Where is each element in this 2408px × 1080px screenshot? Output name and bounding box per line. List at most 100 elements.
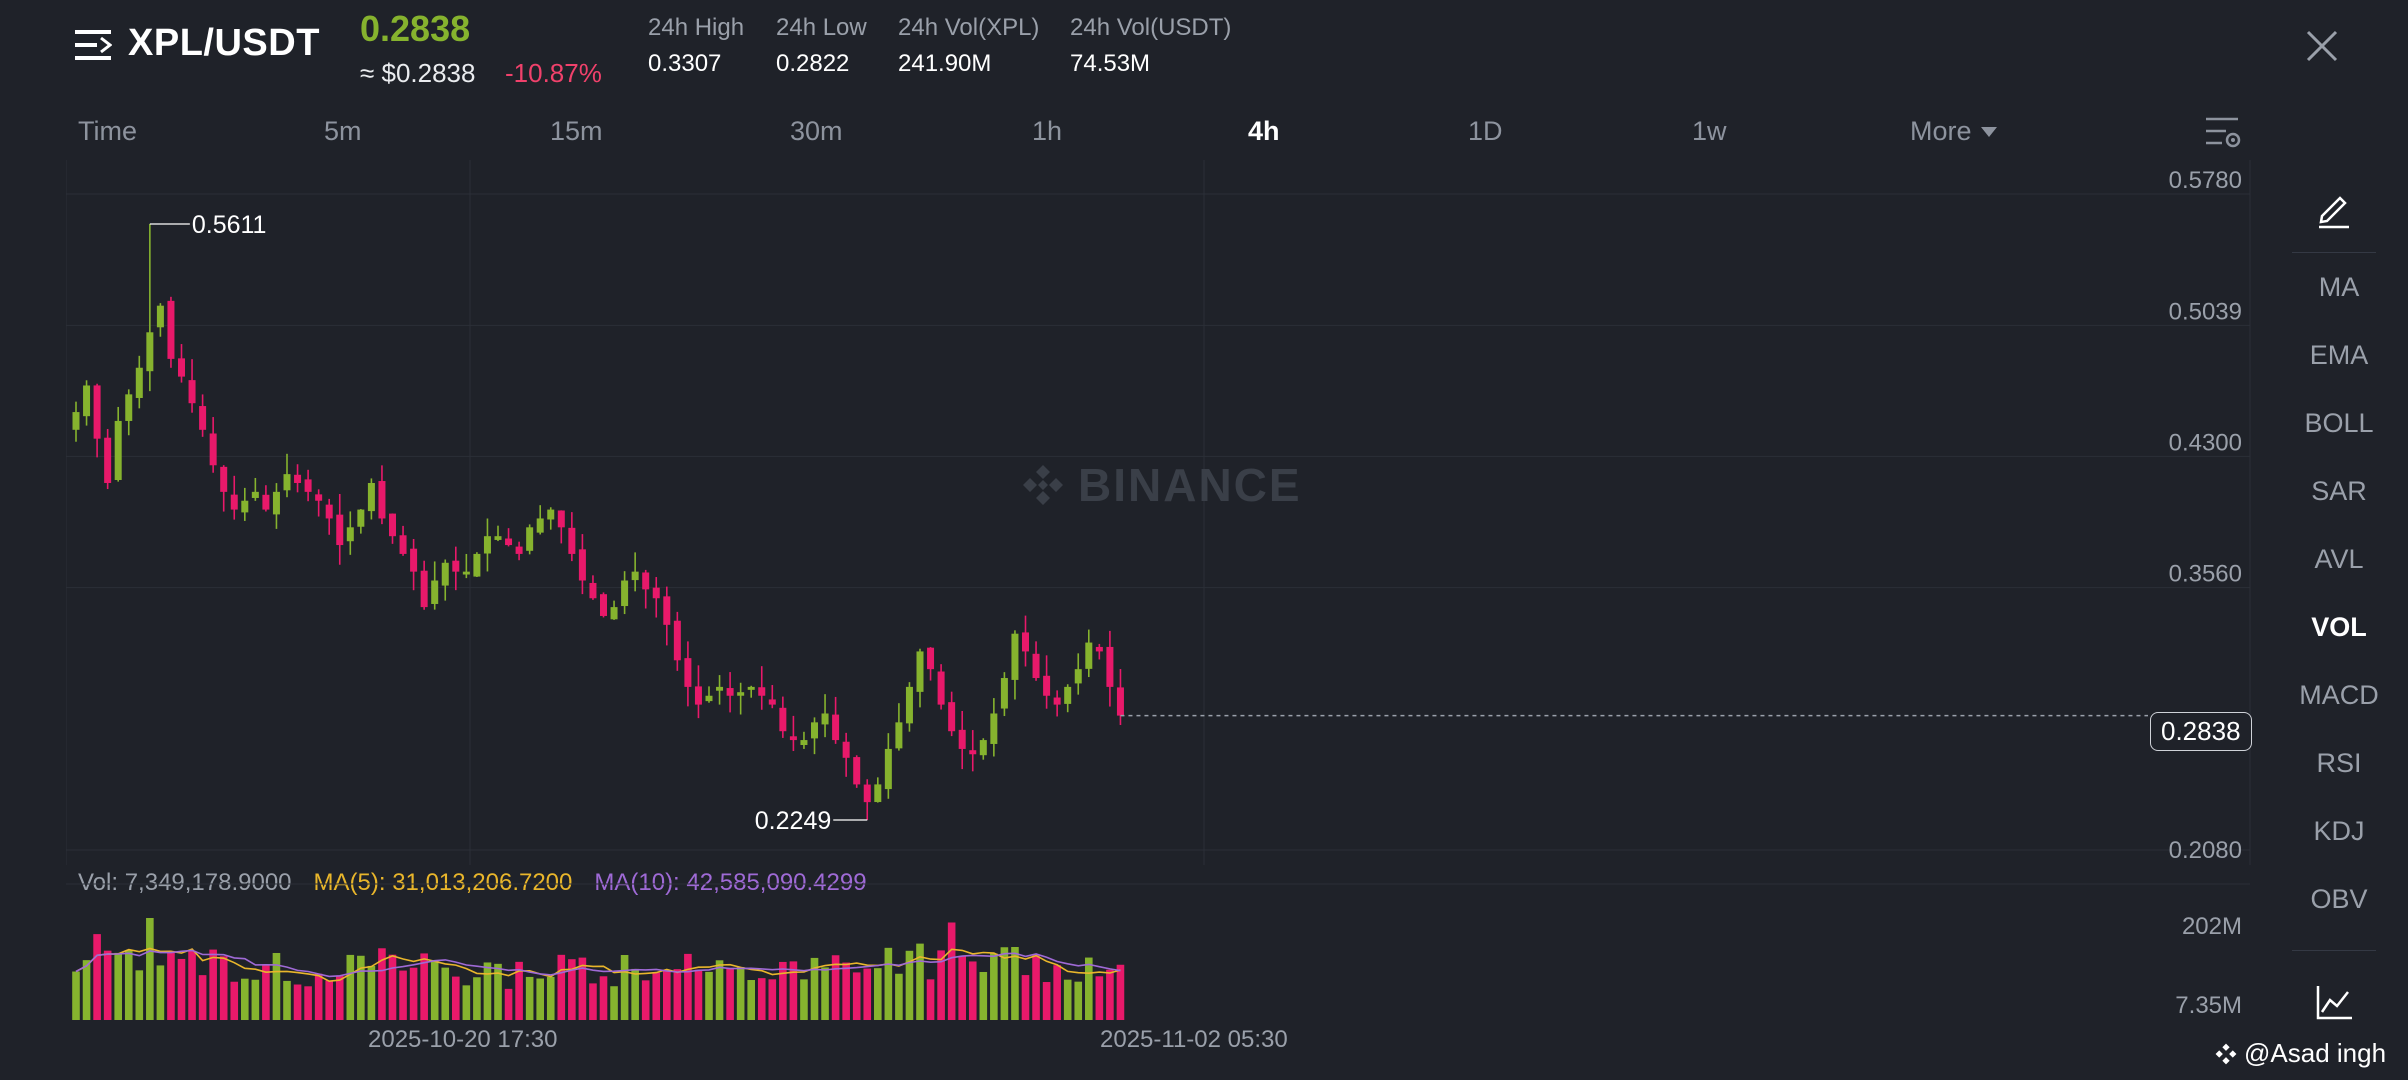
volume-bar — [905, 950, 914, 1020]
volume-bar — [188, 950, 196, 1020]
candle-body — [167, 300, 175, 359]
candle-body — [568, 527, 576, 554]
stat-value-24h-low: 0.2822 — [776, 50, 850, 77]
volume-bar — [568, 959, 576, 1020]
volume-bar — [768, 979, 777, 1020]
volume-bar — [314, 973, 323, 1020]
candle-body — [705, 695, 713, 702]
candle-body — [979, 740, 987, 756]
watermark: BINANCE — [1020, 458, 1302, 512]
candle-body — [937, 671, 945, 705]
volume-bar — [789, 961, 798, 1020]
candle-body — [1043, 675, 1051, 696]
indicator-avl[interactable]: AVL — [2314, 544, 2364, 574]
candle-body — [420, 570, 428, 608]
volume-bar — [589, 983, 597, 1020]
chart-settings-icon[interactable] — [2204, 113, 2242, 151]
volume-bar — [177, 958, 186, 1020]
volume-bar — [736, 967, 745, 1020]
indicator-ma[interactable]: MA — [2318, 272, 2360, 302]
volume-bar — [103, 950, 112, 1020]
candle-body — [958, 729, 966, 749]
volume-bar — [367, 965, 376, 1020]
volume-bar — [473, 977, 481, 1020]
volume-bar — [198, 975, 207, 1020]
volume-bar — [462, 985, 471, 1020]
pencil-draw-icon[interactable] — [2312, 186, 2356, 230]
volume-bar — [631, 968, 639, 1020]
volume-bar — [114, 952, 122, 1020]
tab-4h[interactable]: 4h — [1248, 116, 1280, 146]
tab-15m[interactable]: 15m — [550, 116, 603, 146]
volume-bar — [241, 978, 249, 1020]
volume-chart[interactable]: 202M 7.35M — [66, 880, 2256, 1020]
volume-bar — [757, 978, 766, 1020]
candle-body — [357, 509, 365, 527]
volume-bar — [335, 975, 344, 1020]
tab-1w[interactable]: 1w — [1692, 116, 1727, 146]
candle-body — [990, 713, 998, 744]
candle-body — [905, 686, 913, 724]
candle-body — [726, 688, 734, 696]
tab-1h[interactable]: 1h — [1032, 116, 1063, 146]
candle-body — [294, 474, 302, 483]
candle-body — [336, 514, 344, 546]
tab-30m[interactable]: 30m — [790, 116, 843, 146]
volume-bar — [536, 978, 544, 1020]
volume-bar — [947, 922, 956, 1020]
tab-5m[interactable]: 5m — [324, 116, 362, 146]
volume-bar — [895, 973, 903, 1020]
pair-title[interactable]: XPL/USDT — [128, 22, 320, 64]
candle-body — [315, 494, 323, 501]
indicator-ema[interactable]: EMA — [2309, 340, 2369, 370]
candle-body — [547, 509, 555, 520]
line-chart-icon[interactable] — [2312, 980, 2356, 1024]
indicator-boll[interactable]: BOLL — [2304, 408, 2374, 438]
stat-value-24h-vol-usdt: 74.53M — [1070, 50, 1151, 77]
volume-bar — [779, 961, 787, 1020]
volume-bar — [1074, 981, 1083, 1020]
candle-body — [125, 394, 133, 421]
volume-axis-top: 202M — [2182, 913, 2242, 940]
volume-bar — [504, 988, 513, 1020]
tab-1d[interactable]: 1D — [1468, 116, 1503, 146]
tab-more[interactable]: More — [1910, 116, 1998, 147]
volume-bar — [747, 980, 755, 1020]
volume-bar — [599, 976, 608, 1020]
candle-body — [737, 692, 745, 696]
volume-bar — [937, 950, 945, 1020]
candle-body — [1011, 633, 1019, 680]
candle-body — [1085, 642, 1093, 669]
close-icon[interactable] — [2300, 24, 2344, 68]
candle-body — [399, 535, 407, 554]
stat-label-24h-high: 24h High — [648, 14, 745, 41]
indicator-sar[interactable]: SAR — [2311, 476, 2367, 506]
volume-bar — [916, 943, 924, 1020]
candlestick-chart[interactable]: 0.5611 0.2249 0.5780 0.5039 0.4300 0.3560 0.2… — [66, 160, 2256, 865]
time-label-2: 2025-11-02 05:30 — [1100, 1026, 1288, 1053]
candle-body — [969, 750, 977, 755]
price-change-percent: -10.87% — [505, 58, 602, 88]
candle-body — [821, 713, 829, 725]
candle-body — [621, 580, 629, 607]
candle-body — [578, 549, 586, 581]
tab-time[interactable]: Time — [78, 116, 137, 146]
menu-icon[interactable] — [74, 26, 112, 64]
indicator-rsi[interactable]: RSI — [2316, 748, 2362, 778]
indicator-macd[interactable]: MACD — [2299, 680, 2379, 710]
indicator-vol[interactable]: VOL — [2311, 612, 2367, 642]
candle-body — [589, 582, 597, 599]
candle-body — [389, 513, 396, 537]
indicator-kdj[interactable]: KDJ — [2313, 816, 2365, 846]
volume-bar — [357, 955, 365, 1020]
candle-body — [515, 546, 523, 554]
time-label-1: 2025-10-20 17:30 — [368, 1026, 558, 1053]
volume-bar — [705, 971, 713, 1020]
candle-body — [178, 358, 185, 377]
stat-label-24h-vol-usdt: 24h Vol(USDT) — [1070, 14, 1232, 41]
indicator-obv[interactable]: OBV — [2310, 884, 2368, 914]
current-price-tag: 0.2838 — [2150, 712, 2252, 751]
volume-bar — [262, 964, 270, 1020]
candle-body — [114, 420, 122, 481]
volume-bar — [72, 971, 80, 1020]
